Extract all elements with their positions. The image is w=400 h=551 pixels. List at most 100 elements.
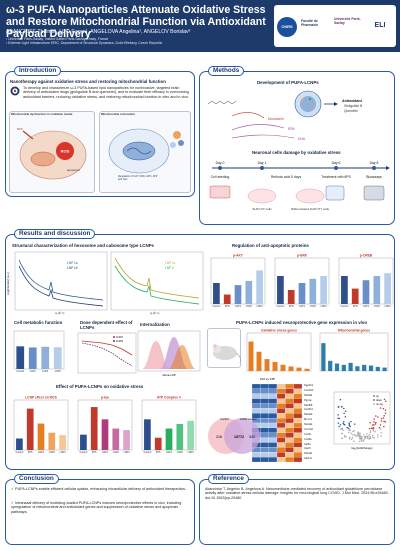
- internalization-xlabel: Alexa-LNP: [162, 373, 176, 377]
- tick-lnp3: LNP3: [55, 370, 62, 373]
- chart-title-atp-complex-v: ATP Complex V: [157, 396, 182, 400]
- heatmap-gene-label: Cox6c: [304, 432, 312, 436]
- poster-title: ω-3 PUFA Nanoparticles Attenuate Oxidati…: [6, 4, 266, 40]
- heatmap-gene-label: Ndufb8: [304, 403, 313, 407]
- bar-p-tau-6ps: [90, 407, 98, 450]
- volcano-point: [339, 424, 342, 426]
- dose-title: Dose dependent effect of LCNPs: [80, 320, 133, 331]
- volcano-point: [380, 432, 382, 434]
- volcano-point: [337, 414, 339, 416]
- heatmap-cell-cox6b1-5: [293, 408, 303, 414]
- dose-legend-lnp1: LNP1: [116, 335, 123, 339]
- poster-header: ω-3 PUFA Nanoparticles Attenuate Oxidati…: [0, 0, 400, 52]
- tick-lnp3: LNP3: [321, 305, 328, 308]
- tick-lnp1: LNP1: [363, 305, 370, 308]
- apoptotic-charts: Control 6PS LNP1 LNP2 LNP3 p-AKT Control 6PS LNP…: [210, 254, 394, 308]
- bar-p-akt-control: [213, 283, 220, 304]
- bar-lcnp-effect-on-ros-6ps: [26, 408, 34, 450]
- heatmap-cell-ndufa1-4: [285, 452, 294, 458]
- paris-saclay-logo: Université Paris-Saclay: [334, 17, 361, 25]
- volcano-point: [368, 438, 371, 440]
- volcano-point: [341, 406, 343, 408]
- volcano-point: [366, 437, 369, 439]
- volcano-point: [373, 437, 376, 439]
- introduction-heading: Introduction: [14, 66, 62, 76]
- volcano-point: [382, 417, 385, 419]
- tick-lnp3: LNP3: [60, 451, 67, 454]
- bar-lcnp-effect-on-ros-control: [16, 438, 23, 450]
- heatmap-cell-ndufa4-4: [285, 393, 294, 399]
- heatmap-gene-label: Cox4i1b: [304, 388, 314, 392]
- oxidative-stress-charts: Control 6PS LNP1 LNP2 LNP3 LCNP effect on ROS…: [13, 396, 197, 454]
- bar-mitochondrial-genes-g6: [355, 366, 360, 371]
- heatmap-cell-cox6b1-2: [268, 408, 278, 414]
- volcano-legend-up: up: [376, 395, 379, 398]
- tick-lnp3: LNP3: [257, 305, 264, 308]
- volcano-point: [358, 435, 360, 437]
- restoration-illustration: [108, 128, 184, 174]
- bar-mitochondrial-genes-g4: [341, 364, 346, 371]
- tick-6ps: 6PS: [156, 451, 161, 454]
- pharmacie-logo: Faculté de Pharmacie: [301, 19, 319, 27]
- heatmap-cell-cox4i1b-1: [260, 388, 269, 394]
- tick-lnp1: LNP1: [102, 451, 109, 454]
- heatmap-cell-cox6b1-4: [285, 408, 294, 414]
- heatmap-cell-cox4i1b-4: [285, 388, 294, 394]
- volcano-point: [353, 423, 356, 425]
- bar-p-tau-control: [80, 434, 87, 450]
- histogram-lnp2: [168, 345, 196, 369]
- heatmap-gene-label: Ndufa4: [304, 393, 313, 397]
- venn-label-control: Control: [220, 417, 229, 421]
- volcano-legend-nosig: no sig: [376, 403, 383, 406]
- logo-strip: CNRS Faculté de Pharmacie Université Par…: [274, 5, 396, 47]
- heatmap-gene-label: Atp5e: [304, 442, 311, 446]
- differentiated-label: Differentiated SHSY-5Y cells: [291, 207, 329, 211]
- affiliations: ¹ Université Paris-Saclay, Institut Gali…: [6, 37, 268, 46]
- heatmap-gene-label: Cox6b1: [304, 408, 313, 412]
- venn-overlap-count: 13772: [234, 435, 244, 439]
- dysfunction-title: Mitochondria dysfunction in oxidative mo…: [11, 112, 73, 116]
- heatmap-gene-label: Atp1v1: [304, 457, 313, 461]
- saxs-curve-lnp1b: [18, 265, 104, 307]
- mouse-illustration-panel: [207, 328, 241, 368]
- volcano-point: [373, 418, 375, 420]
- volcano-point: [372, 427, 375, 429]
- heatmap-cell-ndufa2-2: [268, 422, 278, 428]
- bar-p-creb-control: [341, 276, 348, 304]
- bar-atp-complex-v-control: [144, 419, 151, 450]
- volcano-point: [342, 429, 345, 432]
- tick-lnp2: LNP2: [310, 305, 317, 308]
- heatmap-cell-cox6c-5: [293, 432, 303, 438]
- chart-title-p-erk: p-ERK: [297, 254, 308, 258]
- bar-p-creb-lnp2: [373, 276, 381, 304]
- heatmap-cell-ngp1b1-0: [251, 383, 261, 389]
- volcano-point: [348, 423, 351, 426]
- bar-oxidative-stress-genes-g4: [272, 361, 278, 371]
- ginkgolide-label: Ginkgolide B: [344, 104, 362, 108]
- bar-p-creb-lnp1: [362, 280, 370, 304]
- heatmap-gene-label: Mt-co1: [304, 418, 312, 422]
- bar-p-erk-lnp3: [320, 276, 327, 304]
- volcano-point: [374, 430, 376, 433]
- volcano-point: [383, 398, 386, 401]
- tick-control: Control: [144, 451, 152, 454]
- restoration-caption: Regulation of CAT, SOD, GPX, ATP and Gpx: [118, 175, 158, 182]
- volcano-point: [344, 434, 346, 437]
- volcano-point: [358, 432, 361, 435]
- heatmap-cell-cox6c-4: [285, 432, 294, 438]
- volcano-point: [343, 412, 345, 415]
- heatmap-cell-cox6c-3: [276, 432, 286, 438]
- heatmap-cell-ngp1b1-1: [260, 383, 269, 389]
- conclusion-heading: Conclusion: [14, 474, 59, 484]
- volcano-point: [369, 430, 372, 432]
- tick-control: Control: [16, 370, 24, 373]
- volcano-point: [362, 434, 365, 436]
- volcano-point: [371, 424, 374, 426]
- volcano-point: [337, 417, 339, 419]
- volcano-point: [384, 421, 387, 423]
- heatmap-gene-label: Ndufa1: [304, 452, 313, 456]
- volcano-point: [358, 440, 361, 443]
- saxs-curve-lnp2: [114, 265, 200, 305]
- heatmap-cell-ndufb8-5: [293, 403, 303, 409]
- heatmap-cell-mt-co1-5: [293, 418, 303, 424]
